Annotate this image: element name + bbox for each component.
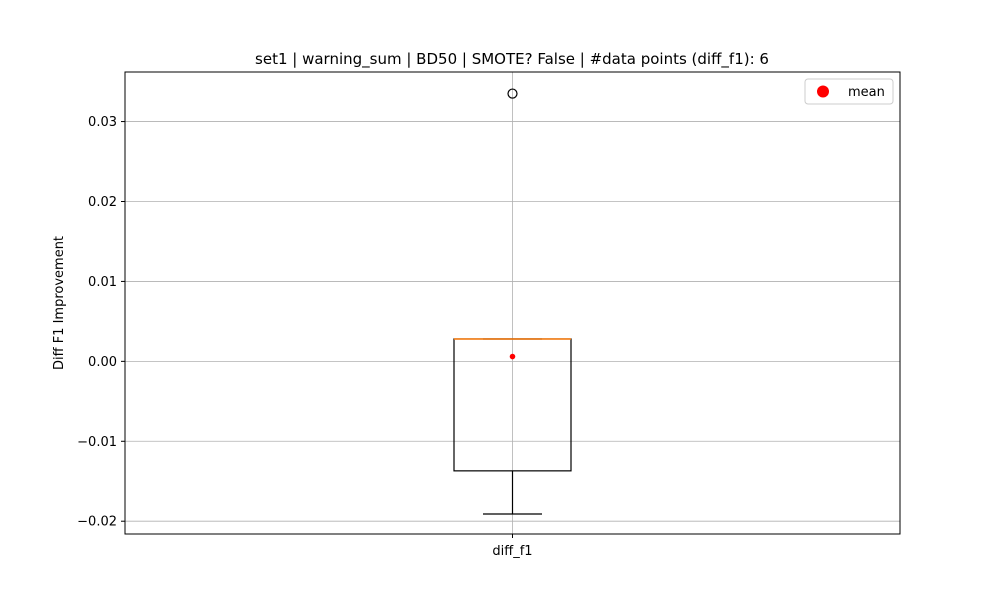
legend-mean-label: mean xyxy=(848,85,885,100)
legend-frame xyxy=(804,78,894,105)
outlier-point xyxy=(507,88,518,99)
legend-mean-marker xyxy=(817,85,829,98)
chart-title: set1 | warning_sum | BD50 | SMOTE? False… xyxy=(255,50,769,69)
plot-frame xyxy=(124,71,901,535)
y-tick-label: 0.01 xyxy=(88,275,117,290)
y-tick-label: 0.03 xyxy=(88,115,117,130)
y-axis-label: Diff F1 Improvement xyxy=(52,236,67,370)
box-group xyxy=(453,88,572,515)
y-tick-label: 0.00 xyxy=(88,355,117,370)
y-tick-label: −0.01 xyxy=(77,435,117,450)
boxes xyxy=(453,88,572,515)
y-axis-ticks: −0.02 −0.01 0.00 0.01 0.02 0.03 xyxy=(77,115,125,530)
legend: mean xyxy=(804,78,894,105)
gridlines xyxy=(125,72,900,534)
x-tick-label: diff_f1 xyxy=(492,544,532,559)
x-axis-ticks: diff_f1 xyxy=(492,534,533,559)
mean-point xyxy=(509,353,516,360)
y-tick-label: −0.02 xyxy=(77,515,117,530)
y-tick-label: 0.02 xyxy=(88,195,117,210)
